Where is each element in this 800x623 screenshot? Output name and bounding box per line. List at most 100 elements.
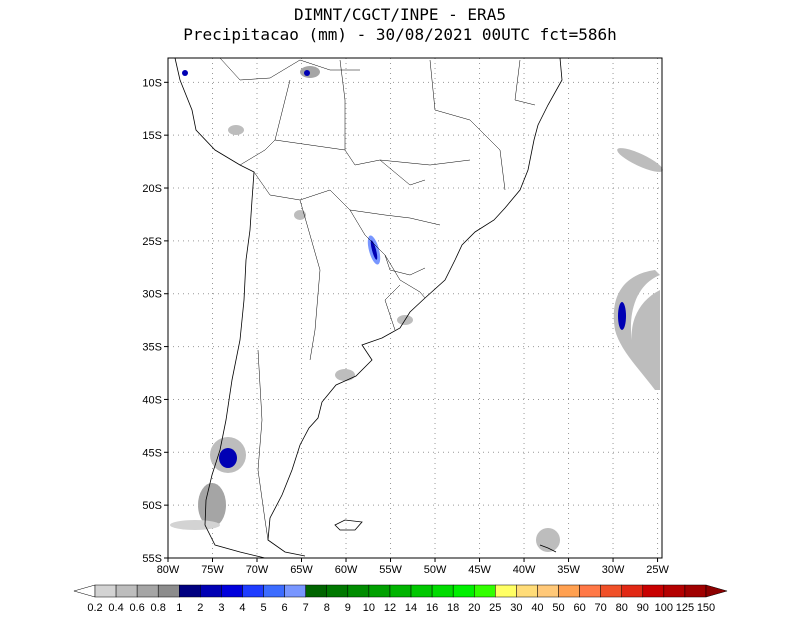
lon-tick-label: 40W xyxy=(513,564,536,576)
colorbar-box xyxy=(516,584,538,598)
colorbar-label: 18 xyxy=(447,602,459,614)
colorbar-box xyxy=(663,584,686,598)
precip-area xyxy=(335,369,355,381)
colorbar-box xyxy=(642,584,665,598)
border xyxy=(429,59,506,191)
precipitation-areas xyxy=(170,66,663,552)
colorbar-box xyxy=(305,584,328,598)
colorbar-box xyxy=(326,584,349,598)
colorbar-box xyxy=(579,584,601,598)
colorbar-box xyxy=(94,584,117,598)
west-coast xyxy=(174,57,266,559)
falklands xyxy=(334,519,363,531)
colorbar-box xyxy=(621,584,644,598)
colorbar-label: 40 xyxy=(531,602,543,614)
colorbar-box xyxy=(221,584,243,598)
colorbar-label: 6 xyxy=(282,602,288,614)
colorbar-label: 5 xyxy=(260,602,266,614)
border xyxy=(219,57,360,81)
colorbar-box xyxy=(431,584,454,598)
south-georgia xyxy=(539,544,557,553)
coastlines xyxy=(174,57,563,559)
colorbar-label: 7 xyxy=(303,602,309,614)
colorbar-label: 0.6 xyxy=(129,602,144,614)
border xyxy=(299,199,321,361)
colorbar-label: 4 xyxy=(239,602,245,614)
lon-tick-label: 50W xyxy=(424,564,447,576)
colorbar-label: 90 xyxy=(637,602,649,614)
border xyxy=(379,159,471,166)
axis-labels: 80W 75W 70W 65W 60W 55W 50W 45W 40W 35W 30W 25W 10S 1… xyxy=(142,77,669,576)
colorbar-box xyxy=(452,584,475,598)
precip-area xyxy=(182,70,188,76)
lat-tick-label: 50S xyxy=(142,500,162,512)
colorbar-label: 150 xyxy=(697,602,715,614)
precip-area xyxy=(618,302,626,330)
colorbar-label: 12 xyxy=(384,602,396,614)
lon-tick-label: 30W xyxy=(602,564,625,576)
colorbar-box xyxy=(347,584,370,598)
lat-tick-label: 35S xyxy=(142,342,162,354)
colorbar-label: 9 xyxy=(345,602,351,614)
east-coast xyxy=(267,57,563,557)
precip-area xyxy=(617,148,663,172)
colorbar-box xyxy=(136,584,159,598)
map-frame xyxy=(167,57,663,559)
precip-area xyxy=(370,240,378,260)
border xyxy=(257,349,269,541)
border xyxy=(349,209,441,226)
lat-tick-label: 30S xyxy=(142,289,162,301)
colorbar-box xyxy=(368,584,391,598)
precip-area xyxy=(294,210,306,220)
colorbar-label: 10 xyxy=(363,602,375,614)
colorbar-label: 30 xyxy=(510,602,522,614)
precip-area xyxy=(613,270,660,390)
colorbar: 0.2 0.4 0.6 0.8 1 2 3 4 5 6 7 8 9 10 12 14 16 18 20 25 30 40 5… xyxy=(73,584,728,614)
colorbar-label: 16 xyxy=(426,602,438,614)
colorbar-box xyxy=(157,584,180,598)
lat-tick-label: 15S xyxy=(142,130,162,142)
border xyxy=(253,171,426,276)
lon-tick-label: 35W xyxy=(557,564,580,576)
border xyxy=(339,59,346,150)
colorbar-label: 80 xyxy=(616,602,628,614)
colorbar-box xyxy=(600,584,622,598)
border xyxy=(514,59,536,106)
colorbar-label: 0.8 xyxy=(151,602,166,614)
colorbar-box xyxy=(179,584,201,598)
title-line-1: DIMNT/CGCT/INPE - ERA5 xyxy=(294,5,506,24)
lon-tick-label: 75W xyxy=(201,564,224,576)
precip-area xyxy=(170,520,220,530)
lat-tick-label: 45S xyxy=(142,447,162,459)
borders xyxy=(219,57,536,541)
lon-tick-label: 60W xyxy=(335,564,358,576)
lon-tick-label: 45W xyxy=(468,564,491,576)
colorbar-label: 8 xyxy=(324,602,330,614)
colorbar-box xyxy=(558,584,580,598)
lat-tick-label: 10S xyxy=(142,77,162,89)
colorbar-label: 70 xyxy=(595,602,607,614)
precip-area xyxy=(300,66,320,78)
colorbar-box xyxy=(200,584,222,598)
colorbar-label: 1 xyxy=(176,602,182,614)
colorbar-label: 50 xyxy=(552,602,564,614)
colorbar-box xyxy=(115,584,138,598)
lon-tick-label: 80W xyxy=(157,564,180,576)
colorbar-end xyxy=(705,584,728,598)
colorbar-label: 20 xyxy=(468,602,480,614)
colorbar-box xyxy=(684,584,707,598)
colorbar-label: 3 xyxy=(218,602,224,614)
colorbar-box xyxy=(284,584,306,598)
colorbar-label: 2 xyxy=(197,602,203,614)
colorbar-label: 0.4 xyxy=(108,602,123,614)
colorbar-box xyxy=(410,584,433,598)
precip-area xyxy=(219,448,237,468)
lon-tick-label: 25W xyxy=(646,564,669,576)
colorbar-label: 0.2 xyxy=(87,602,102,614)
lon-tick-label: 70W xyxy=(246,564,269,576)
lon-tick-label: 65W xyxy=(290,564,313,576)
lat-tick-label: 55S xyxy=(142,553,162,565)
title-line-2: Precipitacao (mm) - 30/08/2021 00UTC fct… xyxy=(183,25,616,44)
